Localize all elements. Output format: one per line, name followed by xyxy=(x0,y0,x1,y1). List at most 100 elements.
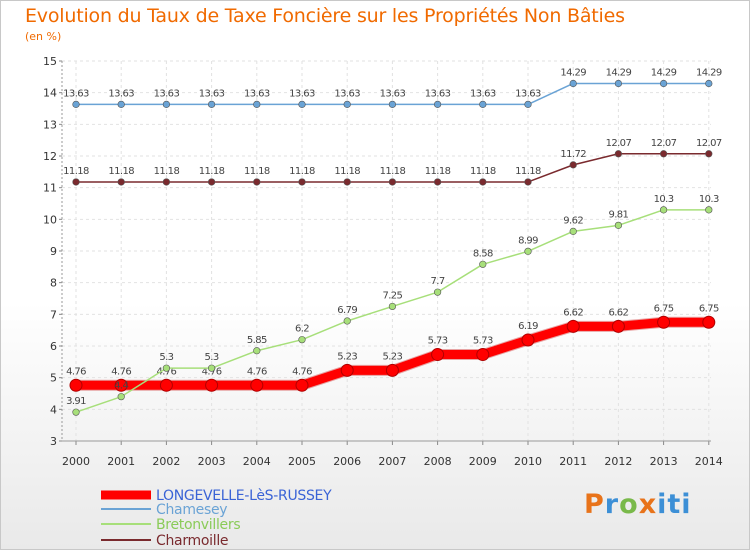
y-tick-label: 15 xyxy=(43,55,57,68)
data-label: 11.18 xyxy=(289,166,315,177)
data-label: 5.23 xyxy=(337,351,357,362)
x-tick-label: 2002 xyxy=(152,455,180,468)
data-point xyxy=(569,161,577,169)
series-0: 4.76 4.76 4.76 4.76 4.76 4.76 5.23 5.23 5.73 5.73… xyxy=(66,303,720,392)
data-point xyxy=(72,178,80,186)
y-tick-label: 7 xyxy=(50,308,57,321)
data-point xyxy=(659,206,668,214)
data-point xyxy=(208,364,216,372)
data-point xyxy=(253,347,261,355)
data-point xyxy=(208,100,216,108)
data-label: 4.76 xyxy=(202,366,222,377)
data-point xyxy=(117,100,125,108)
data-label: 4.4 xyxy=(114,381,128,392)
data-point xyxy=(521,333,535,347)
legend-entry: Charmoille xyxy=(156,533,228,549)
y-tick-label: 4 xyxy=(50,403,57,416)
data-point xyxy=(298,100,306,108)
data-label: 6.79 xyxy=(337,305,357,316)
legend-entry: Bretonvillers xyxy=(156,517,240,533)
data-label: 13.63 xyxy=(425,88,451,99)
data-point xyxy=(343,178,351,186)
data-point xyxy=(72,408,80,416)
data-point xyxy=(479,178,487,186)
data-point xyxy=(434,100,442,108)
x-tick-label: 2009 xyxy=(469,455,497,468)
data-point xyxy=(117,393,125,401)
data-label: 4.76 xyxy=(66,366,86,377)
x-tick-label: 2007 xyxy=(378,455,406,468)
data-label: 6.62 xyxy=(608,307,628,318)
data-point xyxy=(205,378,219,392)
data-point xyxy=(162,364,170,372)
proxiti-logo: Proxiti xyxy=(584,489,692,520)
x-tick-label: 2005 xyxy=(288,455,316,468)
data-label: 14.29 xyxy=(606,67,632,78)
data-label: 4.76 xyxy=(247,366,267,377)
data-point xyxy=(340,363,354,377)
data-label: 11.18 xyxy=(425,166,451,177)
data-point xyxy=(253,178,261,186)
data-label: 11.18 xyxy=(470,166,496,177)
data-label: 5.23 xyxy=(382,351,402,362)
chart-title: Evolution du Taux de Taxe Foncière sur l… xyxy=(25,5,625,27)
data-point xyxy=(388,302,397,311)
x-tick-label: 2001 xyxy=(107,455,135,468)
data-label: 14.29 xyxy=(560,67,586,78)
grid-lines xyxy=(62,60,711,442)
data-label: 13.63 xyxy=(515,88,541,99)
x-tick-label: 2011 xyxy=(559,455,587,468)
data-point xyxy=(298,178,306,186)
data-label: 6.75 xyxy=(654,303,674,314)
data-label: 12.07 xyxy=(696,138,722,149)
series-2: 3.91 4.4 5.3 5.3 5.85 6.2 6.79 7.25 7.7 8.58 8.99 9… xyxy=(66,194,720,416)
data-label: 12.07 xyxy=(651,138,677,149)
data-label: 11.18 xyxy=(199,166,225,177)
data-label: 13.63 xyxy=(154,88,180,99)
x-tick-label: 2014 xyxy=(695,455,723,468)
data-point xyxy=(614,150,623,158)
data-label: 13.63 xyxy=(334,88,360,99)
data-point xyxy=(72,100,80,108)
y-tick-label: 8 xyxy=(50,277,57,290)
y-tick-label: 3 xyxy=(50,435,57,448)
data-point xyxy=(569,79,577,88)
data-point xyxy=(114,378,128,392)
data-point xyxy=(69,378,83,392)
data-label: 9.81 xyxy=(608,209,628,220)
data-label: 5.3 xyxy=(205,352,219,363)
data-label: 11.18 xyxy=(334,166,360,177)
data-label: 13.63 xyxy=(380,88,406,99)
data-label: 8.99 xyxy=(518,235,538,246)
data-point xyxy=(159,378,173,392)
data-point xyxy=(208,178,216,186)
x-tick-label: 2010 xyxy=(514,455,542,468)
data-point xyxy=(298,336,306,344)
data-point xyxy=(162,178,170,186)
x-tick-label: 2006 xyxy=(333,455,361,468)
data-point xyxy=(524,178,532,186)
data-label: 9.62 xyxy=(563,215,583,226)
data-label: 6.19 xyxy=(518,321,538,332)
data-label: 6.2 xyxy=(295,324,309,335)
data-point xyxy=(702,315,716,329)
data-point xyxy=(705,150,713,158)
data-label: 5.73 xyxy=(428,336,448,347)
data-label: 7.7 xyxy=(431,276,445,287)
y-tick-label: 9 xyxy=(50,245,57,258)
data-point xyxy=(434,178,442,186)
data-label: 6.75 xyxy=(699,303,719,314)
legend-entry: LONGEVELLE-LèS-RUSSEY xyxy=(156,488,332,504)
data-point xyxy=(388,100,397,108)
data-point xyxy=(479,260,487,268)
data-label: 11.18 xyxy=(380,166,406,177)
y-tick-label: 11 xyxy=(43,182,57,195)
y-tick-label: 14 xyxy=(43,87,57,100)
y-tick-label: 10 xyxy=(43,213,57,226)
data-label: 11.18 xyxy=(515,166,541,177)
y-tick-label: 13 xyxy=(43,118,57,131)
x-tick-label: 2012 xyxy=(604,455,632,468)
data-label: 5.85 xyxy=(247,335,267,346)
data-point xyxy=(657,315,671,329)
data-point xyxy=(295,378,309,392)
